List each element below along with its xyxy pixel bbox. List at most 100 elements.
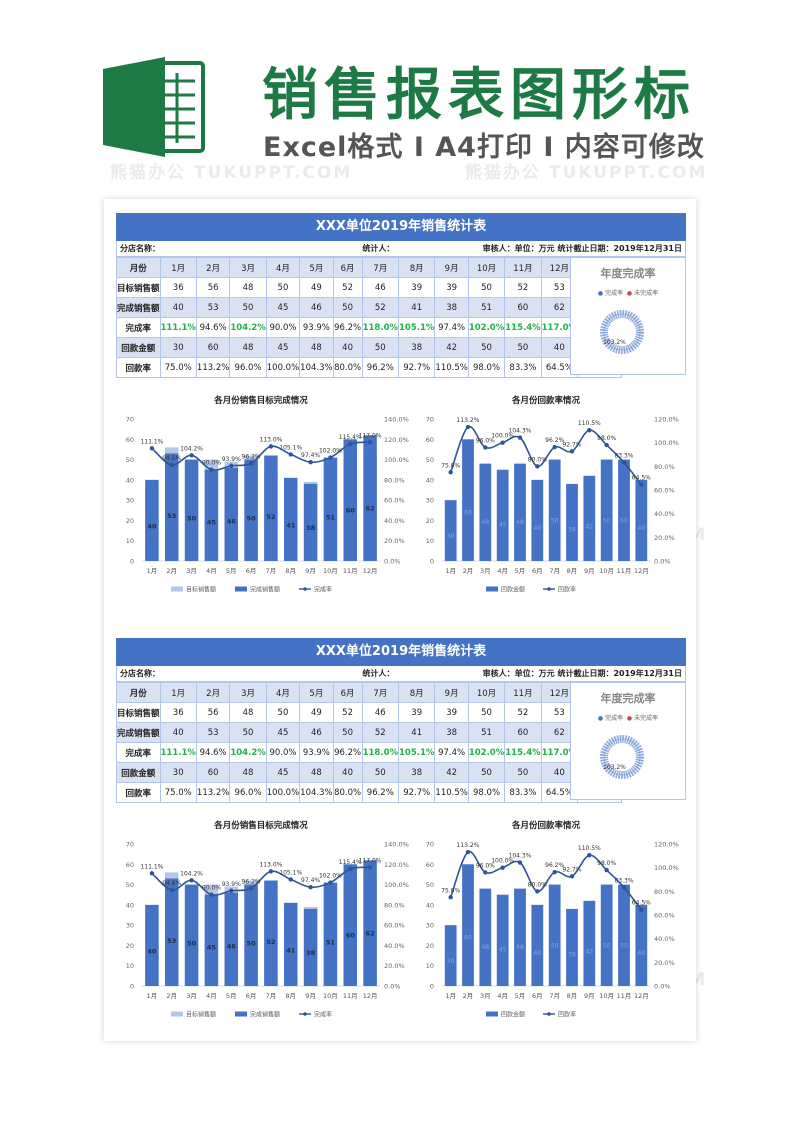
y2-tick-label: 0.0% xyxy=(384,558,401,566)
rate-data-label: 90.0% xyxy=(202,460,221,467)
y2-tick-label: 60.0% xyxy=(384,497,405,505)
row-label-cell: 回款金额 xyxy=(116,337,161,358)
table-cell: 56 xyxy=(195,702,231,723)
actual-bar xyxy=(204,469,219,561)
y-tick-label: 0 xyxy=(430,983,434,991)
month-header-cell: 2月 xyxy=(195,682,231,703)
collection-bar xyxy=(462,864,474,986)
rate-point xyxy=(552,869,557,875)
table-cell: 48 xyxy=(299,762,334,783)
table-cell: 105.1% xyxy=(397,742,436,763)
rate-data-label: 92.7% xyxy=(562,441,581,448)
rate-point xyxy=(465,424,471,430)
table-cell: 52 xyxy=(332,702,363,723)
legend-label: 回款金额 xyxy=(501,1010,525,1018)
rate-data-label: 105.1% xyxy=(279,444,302,451)
collection-bar xyxy=(462,439,474,561)
x-tick-label: 7月 xyxy=(266,567,277,575)
y2-tick-label: 80.0% xyxy=(384,901,405,909)
table-cell: 50 xyxy=(467,277,506,298)
rate-data-label: 96.2% xyxy=(242,878,261,885)
table-cell: 50 xyxy=(265,277,301,298)
table-cell: 96.0% xyxy=(229,782,267,803)
rate-point xyxy=(248,461,254,466)
bar-data-label: 38 xyxy=(306,949,316,957)
rate-point xyxy=(535,889,540,894)
rate-point xyxy=(604,867,609,873)
rate-data-label: 97.4% xyxy=(301,452,320,459)
rate-point xyxy=(308,460,313,465)
month-header-cell: 6月 xyxy=(332,257,363,278)
excel-logo-icon xyxy=(103,57,205,157)
y-tick-label: 40 xyxy=(126,476,134,484)
sales-table: 月份1月2月3月4月5月6月7月8月9月10月11月12月合计目标销售额3656… xyxy=(116,682,623,803)
table-cell: 80.0% xyxy=(332,782,363,803)
report-info-row: 分店名称： 统计人： 审核人： 单位：万元 统计截止日期：2019年12月31日 xyxy=(116,666,686,682)
bar-data-label: 40 xyxy=(638,525,646,532)
bar-data-label: 51 xyxy=(326,514,336,522)
rate-data-label: 113.2% xyxy=(457,417,480,424)
x-tick-label: 11月 xyxy=(617,567,632,575)
rate-data-label: 113.2% xyxy=(457,842,480,849)
table-cell: 46 xyxy=(361,702,400,723)
bar-data-label: 50 xyxy=(247,939,257,947)
table-cell: 48 xyxy=(299,337,334,358)
rate-data-label: 110.5% xyxy=(578,420,601,427)
bar-data-label: 50 xyxy=(620,942,628,949)
month-header-cell: 7月 xyxy=(361,257,400,278)
bar-data-label: 60 xyxy=(464,510,472,517)
month-header-cell: 1月 xyxy=(159,682,197,703)
x-tick-label: 10月 xyxy=(599,567,614,575)
legend-label: 回款率 xyxy=(558,585,576,593)
rate-data-label: 117.0% xyxy=(359,432,382,439)
table-cell: 38 xyxy=(397,762,436,783)
actual-bar xyxy=(264,455,278,561)
rate-point xyxy=(229,463,234,468)
collection-rate-chart: 各月份回款率情况 0 10 20 30 40 50 60 70 0.0% 20.0% 40.0% 60.… xyxy=(410,814,686,1028)
table-cell: 111.1% xyxy=(159,317,197,338)
y2-tick-label: 100.0% xyxy=(384,456,409,464)
actual-bar xyxy=(244,884,258,986)
x-tick-label: 9月 xyxy=(584,992,595,1000)
table-cell: 39 xyxy=(434,702,469,723)
bar-data-label: 38 xyxy=(568,527,576,534)
table-cell: 48 xyxy=(229,762,267,783)
rate-data-label: 64.5% xyxy=(632,475,651,482)
target-completion-chart: 各月份销售目标完成情况 0 10 20 30 40 50 60 70 0.0% 20.0% 40.0%… xyxy=(110,814,416,1028)
rate-point xyxy=(569,449,575,454)
x-tick-label: 8月 xyxy=(285,567,296,575)
bar-data-label: 53 xyxy=(167,937,176,945)
month-header-cell: 2月 xyxy=(195,257,231,278)
table-cell: 111.1% xyxy=(159,742,197,763)
y2-tick-label: 80.0% xyxy=(384,476,405,484)
collection-bar xyxy=(566,483,578,561)
y-tick-label: 20 xyxy=(126,942,134,950)
table-cell: 90.0% xyxy=(265,742,301,763)
rate-point xyxy=(552,444,557,450)
month-header-cell: 5月 xyxy=(299,682,334,703)
bar-data-label: 30 xyxy=(447,533,455,540)
x-tick-label: 8月 xyxy=(285,992,296,1000)
table-cell: 104.2% xyxy=(229,742,267,763)
bar-data-label: 40 xyxy=(534,525,542,532)
table-cell: 53 xyxy=(195,722,231,743)
rate-point xyxy=(587,428,592,433)
rate-point xyxy=(604,442,609,448)
table-cell: 90.0% xyxy=(265,317,301,338)
x-tick-label: 11月 xyxy=(617,992,632,1000)
actual-bar xyxy=(343,864,357,986)
report-block: XXX单位2019年销售统计表 分店名称： 统计人： 审核人： 单位：万元 统计截止日期… xyxy=(116,213,686,593)
rate-point xyxy=(587,853,592,858)
actual-bar xyxy=(323,457,338,561)
rate-data-label: 111.1% xyxy=(140,863,163,870)
collection-bar xyxy=(618,459,630,561)
bar-data-label: 38 xyxy=(568,952,576,959)
rate-point xyxy=(569,874,575,879)
bar-data-label: 50 xyxy=(603,942,611,949)
legend-label: 回款率 xyxy=(558,1010,576,1018)
actual-bar xyxy=(363,860,377,986)
table-cell: 52 xyxy=(504,702,542,723)
table-cell: 42 xyxy=(434,762,469,783)
rate-point xyxy=(209,467,214,472)
rate-data-label: 100.0% xyxy=(491,858,514,865)
